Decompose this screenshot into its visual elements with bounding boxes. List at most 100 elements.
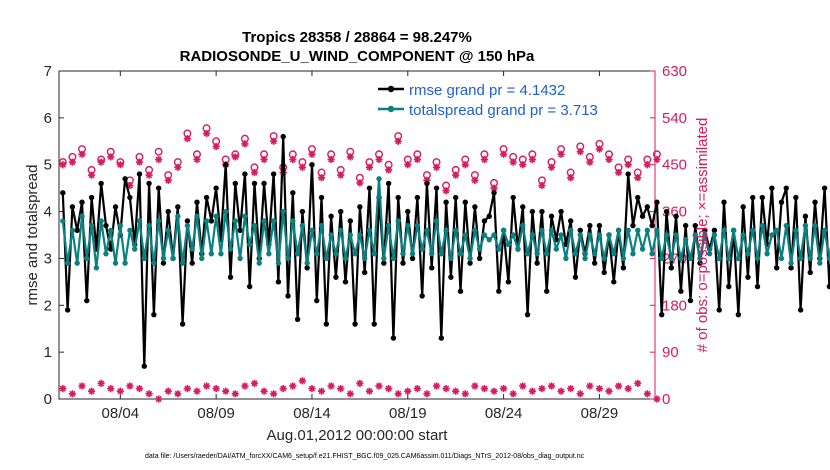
rmse-series-point	[793, 194, 799, 201]
y2-tick-label: 630	[662, 63, 687, 80]
totalspread-series-point	[131, 246, 138, 252]
rmse-series-point	[635, 194, 641, 201]
low-obs-marker	[452, 387, 460, 395]
assimilated-obs-marker	[365, 163, 374, 171]
rmse-series-point	[194, 199, 200, 205]
rmse-series-point	[409, 255, 416, 262]
totalspread-series-point	[141, 255, 147, 262]
low-obs-marker	[202, 382, 211, 390]
totalspread-series-point	[496, 246, 502, 252]
assimilated-obs-marker	[317, 174, 326, 182]
assimilated-obs-marker	[442, 187, 450, 195]
totalspread-series-point	[338, 227, 344, 234]
rmse-series-point	[448, 274, 454, 280]
totalspread-series-point	[726, 255, 732, 262]
low-obs-marker	[164, 387, 172, 395]
assimilated-obs-marker	[567, 174, 575, 182]
totalspread-series-point	[366, 227, 373, 234]
y2-tick-label: 540	[662, 110, 687, 127]
low-obs-marker	[394, 390, 402, 398]
totalspread-series-point	[486, 236, 492, 243]
low-obs-marker	[327, 382, 335, 390]
y-tick-label: 2	[44, 297, 52, 314]
rmse-series-point	[826, 283, 830, 290]
totalspread-series-point	[577, 232, 583, 238]
totalspread-series-point	[601, 255, 607, 262]
rmse-series-point	[390, 335, 397, 341]
rmse-series-point	[663, 208, 670, 215]
totalspread-series-point	[520, 222, 526, 229]
low-obs-marker	[135, 384, 144, 393]
totalspread-series-point	[596, 232, 603, 238]
assimilated-obs-marker	[260, 155, 268, 164]
rmse-series-point	[318, 194, 325, 201]
legend-rmse-label: rmse grand pr = 4.1432	[409, 82, 565, 99]
low-obs-marker	[231, 390, 239, 398]
totalspread-series-point	[103, 251, 109, 257]
low-obs-marker	[404, 387, 412, 395]
assimilated-obs-marker	[145, 171, 153, 179]
rmse-series-point	[457, 288, 464, 294]
rmse-series-point	[385, 180, 392, 187]
rmse-series-point	[443, 199, 449, 205]
rmse-series-point	[405, 208, 411, 215]
rmse-series-point	[625, 171, 631, 177]
rmse-series-point	[232, 180, 239, 187]
assimilated-obs-marker	[250, 168, 259, 177]
low-obs-marker	[557, 387, 565, 395]
totalspread-series-point	[659, 255, 665, 262]
assimilated-obs-marker	[404, 161, 412, 169]
rmse-series-point	[797, 307, 804, 313]
totalspread-series-point	[529, 232, 536, 238]
low-obs-marker	[289, 382, 297, 390]
rmse-series-point	[702, 227, 708, 234]
assimilated-obs-marker	[519, 161, 527, 169]
rmse-series-point	[687, 297, 694, 304]
totalspread-series-point	[544, 251, 550, 257]
rmse-series-point	[179, 321, 186, 327]
rmse-series-point	[323, 321, 330, 327]
totalspread-series-point	[582, 255, 588, 262]
totalspread-series-point	[290, 218, 296, 224]
rmse-series-point	[203, 194, 210, 201]
rmse-series-point	[788, 265, 794, 271]
low-obs-marker	[605, 387, 613, 395]
assimilated-obs-marker	[327, 155, 335, 164]
totalspread-series-point	[237, 255, 243, 262]
totalspread-series-point	[510, 232, 516, 238]
assimilated-obs-marker	[308, 150, 316, 158]
low-obs-marker	[174, 390, 182, 398]
rmse-series-point	[630, 222, 636, 229]
assimilated-obs-marker	[298, 163, 306, 171]
rmse-series-point	[208, 218, 215, 224]
y-tick-label: 6	[44, 110, 52, 127]
totalspread-series-point	[472, 227, 478, 234]
rmse-series-point	[347, 218, 353, 224]
totalspread-series-point	[635, 227, 641, 234]
totalspread-series-point	[481, 232, 488, 238]
low-obs-marker	[528, 387, 536, 395]
totalspread-series-point	[587, 232, 593, 238]
rmse-series-point	[433, 185, 440, 191]
assimilated-obs-marker	[452, 171, 460, 179]
totalspread-series-point	[112, 260, 119, 266]
assimilated-obs-marker	[107, 153, 115, 161]
rmse-series-point	[69, 204, 76, 210]
rmse-series-point	[127, 194, 133, 201]
assimilated-obs-marker	[461, 161, 469, 169]
totalspread-series-point	[630, 251, 636, 257]
low-obs-marker	[107, 384, 115, 393]
totalspread-series-point	[429, 251, 435, 257]
totalspread-series-point	[730, 227, 737, 234]
rmse-series-point	[381, 260, 387, 266]
rmse-series-point	[505, 279, 512, 285]
totalspread-series-point	[328, 232, 334, 238]
rmse-series-point	[366, 185, 373, 191]
totalspread-series-point	[117, 222, 124, 229]
rmse-series-point	[572, 274, 579, 280]
rmse-series-point	[184, 218, 191, 224]
rmse-series-point	[223, 162, 229, 168]
rmse-series-point	[414, 194, 421, 201]
assimilated-obs-marker	[634, 174, 642, 182]
